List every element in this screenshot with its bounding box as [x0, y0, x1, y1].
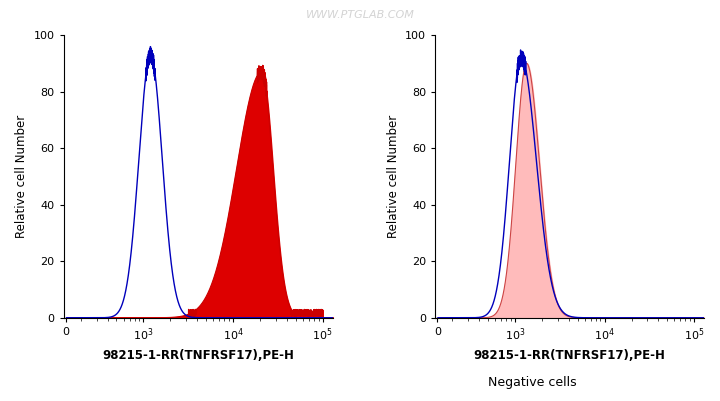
Text: WWW.PTGLAB.COM: WWW.PTGLAB.COM [305, 10, 415, 20]
Y-axis label: Relative cell Number: Relative cell Number [15, 115, 28, 238]
X-axis label: 98215-1-RR(TNFRSF17),PE-H: 98215-1-RR(TNFRSF17),PE-H [474, 349, 666, 362]
Y-axis label: Relative cell Number: Relative cell Number [387, 115, 400, 238]
Text: Negative cells: Negative cells [488, 376, 577, 389]
X-axis label: 98215-1-RR(TNFRSF17),PE-H: 98215-1-RR(TNFRSF17),PE-H [102, 349, 294, 362]
